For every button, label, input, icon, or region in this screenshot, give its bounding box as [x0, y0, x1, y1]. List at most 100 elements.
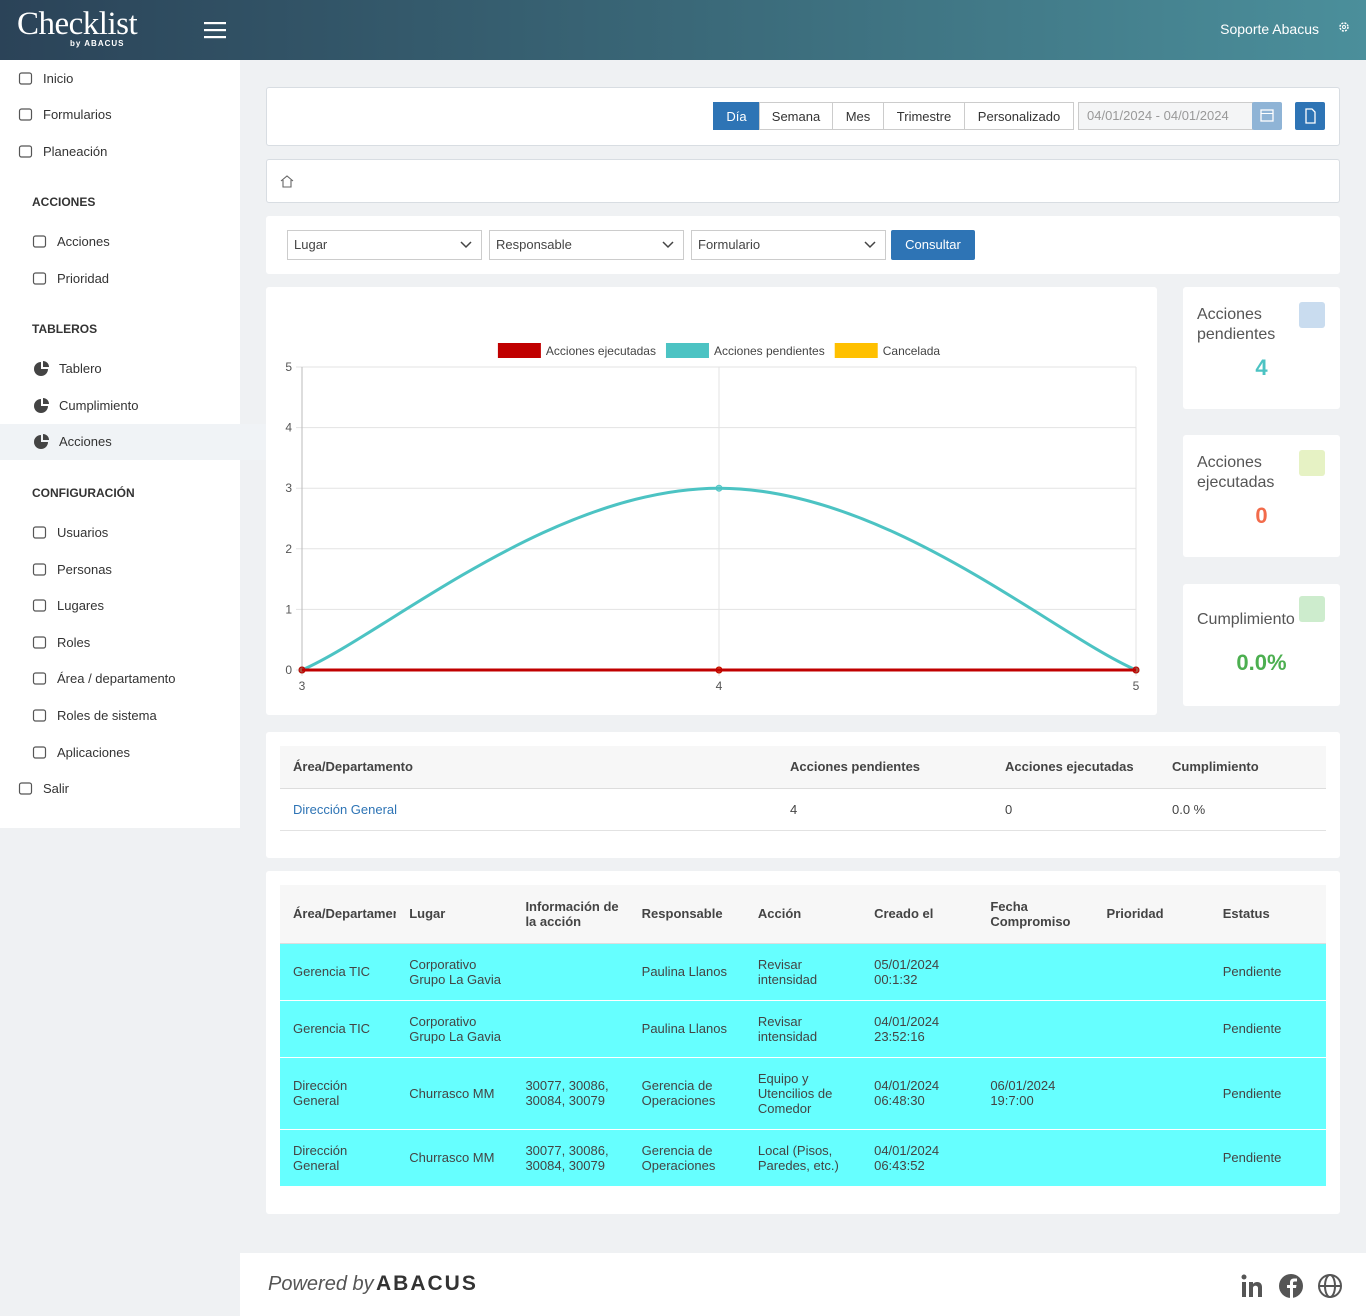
cell-text: Pendiente [1222, 964, 1282, 979]
cell: 04/01/2024 06:43:52 [861, 1129, 977, 1186]
header-cell: Área/Departamento [293, 759, 413, 775]
menu-label: Usuarios [57, 525, 109, 540]
menu-toggle[interactable] [204, 21, 226, 39]
legend: Acciones ejecutadas Acciones pendientes Ca… [497, 343, 940, 358]
menu-icon [18, 71, 33, 85]
cell: 30077, 30086, 30084, 30079 [512, 1057, 628, 1129]
menu-label: Salir [43, 781, 70, 797]
menu-item[interactable]: Roles de sistema [0, 698, 271, 734]
cell: 05/01/2024 00:1:32 [861, 943, 977, 1000]
menu-item[interactable]: Lugares [0, 588, 271, 624]
cell-text: 0.0 % [1172, 801, 1206, 817]
cell: 0 [992, 788, 1159, 830]
cell: Revisar intensidad [745, 943, 861, 1000]
menu-item[interactable]: Prioridad [0, 260, 271, 296]
section-title: ACCIONES [32, 194, 96, 209]
row: Dirección General 4 0 0.0 % [280, 788, 1326, 830]
kpi-icon [1299, 596, 1325, 622]
cell [977, 943, 1093, 1000]
menu-item[interactable]: Planeación [0, 133, 257, 169]
cell: 30077, 30086, 30084, 30079 [512, 1129, 628, 1186]
menu-item[interactable]: Cumplimiento [0, 387, 273, 423]
cell [512, 943, 628, 1000]
cell: Gerencia de Operaciones [629, 1057, 745, 1129]
chart-card: 0 1 2 3 4 5 3 4 5 Acciones ejecutadas Acciones pen… [266, 287, 1157, 715]
y-tick-label: 3 [285, 481, 292, 495]
calendar-button[interactable] [1252, 102, 1282, 130]
cell-text: Paulina Llanos [641, 1021, 727, 1036]
cell-text: 05/01/2024 00:1:32 [874, 956, 940, 987]
menu-item[interactable]: Personas [0, 551, 271, 587]
cell-text: Gerencia TIC [293, 1021, 371, 1036]
cell: Pendiente [1210, 1000, 1326, 1057]
date-range[interactable]: 04/01/2024 - 04/01/2024 [1078, 102, 1253, 130]
header-row: Área/Departamento Acciones pendientes Acci… [280, 746, 1326, 788]
cell-text: Gerencia de Operaciones [641, 1078, 716, 1108]
cell-text: Pendiente [1222, 1150, 1282, 1165]
kpi-label: Acciones pendientes [1197, 306, 1276, 343]
sidebar: Inicio Formularios Planeación ACCIONES Accio… [0, 60, 273, 828]
menu-item[interactable]: Salir [0, 771, 257, 807]
period-button[interactable]: Semana [759, 102, 833, 130]
header-row: Área/Departamento Lugar Información de la … [280, 885, 1326, 943]
menu-item[interactable]: Acciones [0, 224, 271, 260]
cell-text: 4 [790, 801, 798, 817]
series-point [715, 666, 723, 674]
menu-icon [32, 235, 47, 248]
header-cell: Lugar [409, 906, 446, 922]
cell: 06/01/2024 19:7:00 [977, 1057, 1093, 1129]
cell: Dirección General [280, 1057, 396, 1129]
filter-select[interactable]: Lugar [287, 230, 482, 260]
menu-item[interactable]: Inicio [0, 60, 257, 96]
area-link[interactable]: Dirección General [293, 801, 398, 817]
menu-icon [32, 599, 47, 612]
logo[interactable]: Checklist [17, 6, 138, 42]
x-tick-label: 5 [1133, 679, 1140, 693]
menu-item[interactable]: Formularios [0, 97, 257, 133]
chevron [460, 241, 472, 249]
menu-label: Prioridad [57, 270, 110, 286]
period-button[interactable]: Personalizado [964, 102, 1074, 130]
cell [1094, 1000, 1210, 1057]
menu-item[interactable]: Tablero [0, 351, 273, 387]
linkedin-icon[interactable] [1241, 1274, 1263, 1298]
header-cell: Fecha Compromiso [990, 898, 1071, 929]
menu-icon [32, 271, 47, 285]
menu-item[interactable]: Roles [0, 624, 271, 660]
user-name[interactable]: Soporte Abacus [1220, 21, 1319, 37]
menu-item[interactable]: Usuarios [0, 515, 271, 551]
section-title: TABLEROS [32, 321, 98, 336]
filter-select[interactable]: Responsable [489, 230, 684, 260]
cell-text: 30077, 30086, 30084, 30079 [525, 1142, 609, 1173]
y-tick-label: 4 [285, 421, 292, 435]
menu-item[interactable]: Acciones [0, 423, 273, 460]
cell: Gerencia TIC [280, 943, 396, 1000]
y-tick-label: 0 [285, 663, 292, 677]
filter-select[interactable]: Formulario [691, 230, 886, 260]
cell-text: Gerencia de Operaciones [641, 1142, 716, 1173]
period-button[interactable]: Mes [832, 102, 884, 130]
export-button[interactable] [1295, 102, 1325, 130]
menu-item[interactable]: Área / departamento [0, 661, 271, 697]
home-icon[interactable] [280, 175, 294, 188]
facebook-icon[interactable] [1279, 1274, 1303, 1298]
menu-label: Personas [57, 561, 112, 577]
menu-item[interactable]: Aplicaciones [0, 734, 271, 770]
header: Checklist by ABACUS Soporte Abacus [0, 0, 1366, 60]
cell [1094, 943, 1210, 1000]
cell-text: 0 [1005, 801, 1013, 817]
settings-icon[interactable] [1338, 21, 1350, 33]
consult-button[interactable]: Consultar [891, 230, 975, 260]
series-point [1132, 666, 1140, 674]
cell-text: Churrasco MM [409, 1085, 495, 1101]
period-button[interactable]: Día [713, 102, 760, 130]
period-button[interactable]: Trimestre [883, 102, 965, 130]
row: Gerencia TIC Corporativo Grupo La Gavia Pa… [280, 943, 1326, 1000]
cell: Corporativo Grupo La Gavia [396, 943, 512, 1000]
cell: Churrasco MM [396, 1129, 512, 1186]
kpi-card: Cumplimiento 0.0% [1183, 584, 1340, 706]
legend-swatch [665, 343, 709, 358]
web-icon[interactable] [1318, 1274, 1342, 1298]
cell-text: Corporativo Grupo La Gavia [409, 956, 501, 987]
